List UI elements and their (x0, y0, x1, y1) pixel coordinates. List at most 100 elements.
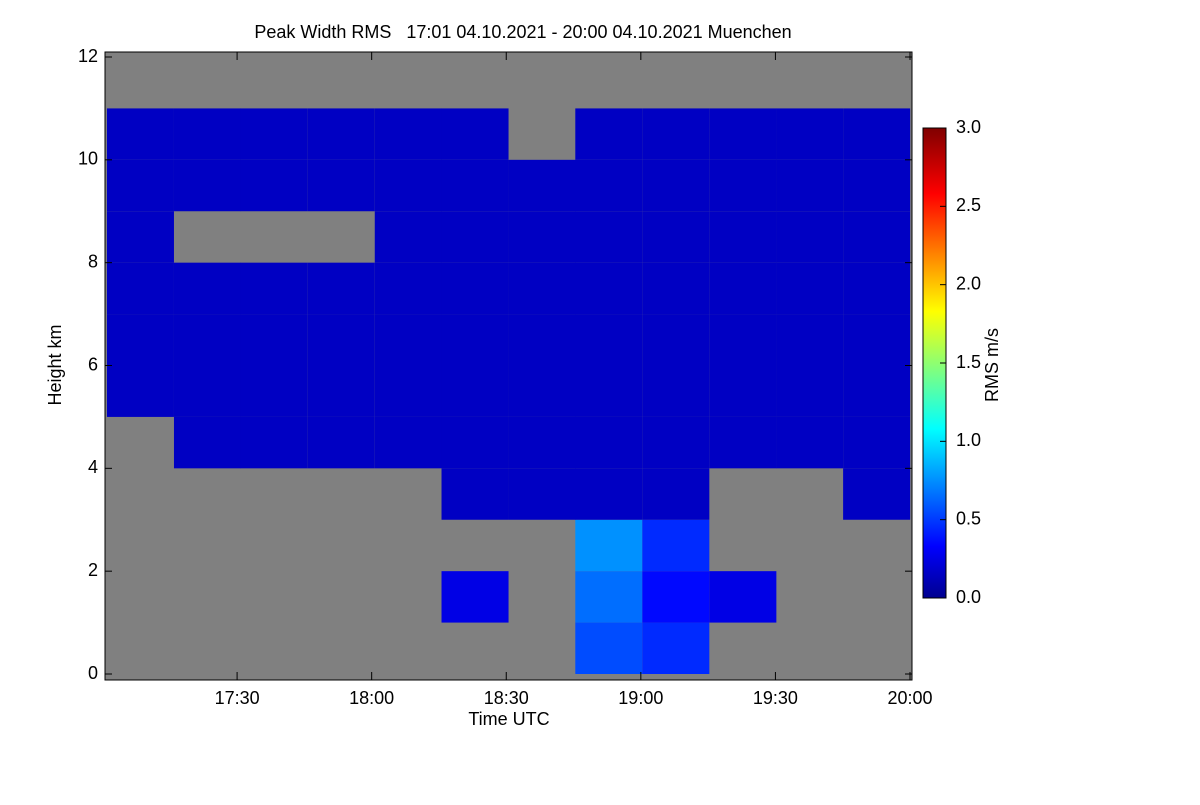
heatmap-cell (508, 314, 576, 366)
heatmap-cell (441, 416, 509, 469)
heatmap-cell (307, 365, 375, 417)
heatmap-cell (843, 108, 911, 160)
heatmap-cell (843, 159, 911, 212)
heatmap-cell (374, 108, 442, 160)
heatmap-cell (709, 416, 777, 469)
heatmap-cell (575, 416, 643, 469)
heatmap-cell (173, 262, 241, 315)
heatmap-cell (106, 159, 174, 212)
heatmap-cell (776, 108, 844, 160)
heatmap-cell (843, 314, 911, 366)
heatmap-cell (776, 416, 844, 469)
heatmap-cell (642, 159, 710, 212)
heatmap-cell (709, 314, 777, 366)
heatmap-cell (441, 262, 509, 315)
y-tick-label: 0 (88, 663, 98, 683)
heatmap-cell (709, 571, 777, 623)
heatmap-cell (642, 468, 710, 520)
heatmap-cell (240, 416, 308, 469)
x-tick-label: 19:00 (618, 688, 663, 708)
heatmap-cell (240, 262, 308, 315)
heatmap-cell (173, 314, 241, 366)
heatmap-cell (508, 416, 576, 469)
colorbar-tick-label: 3.0 (956, 117, 981, 137)
heatmap-cell (441, 108, 509, 160)
x-tick-label: 19:30 (753, 688, 798, 708)
heatmap-cell (843, 211, 911, 263)
heatmap-cell (776, 262, 844, 315)
y-tick-label: 8 (88, 251, 98, 271)
heatmap-cell (441, 211, 509, 263)
heatmap-cell (642, 211, 710, 263)
colorbar-tick-label: 1.0 (956, 430, 981, 450)
heatmap-cell (642, 416, 710, 469)
heatmap-cell (575, 365, 643, 417)
x-axis-label: Time UTC (468, 709, 549, 729)
x-tick-label: 20:00 (887, 688, 932, 708)
heatmap-cell (307, 262, 375, 315)
heatmap-cell (642, 365, 710, 417)
y-tick-label: 12 (78, 46, 98, 66)
heatmap-cell (106, 314, 174, 366)
heatmap-cell (508, 262, 576, 315)
heatmap-cell (106, 365, 174, 417)
heatmap-cell (374, 262, 442, 315)
heatmap-cell (374, 365, 442, 417)
heatmap-cell (441, 365, 509, 417)
heatmap-cell (441, 314, 509, 366)
colorbar-tick-label: 2.5 (956, 195, 981, 215)
heatmap-cell (240, 314, 308, 366)
heatmap-cell (709, 159, 777, 212)
heatmap-cell (508, 468, 576, 520)
x-tick-label: 18:30 (484, 688, 529, 708)
heatmap-cell (843, 365, 911, 417)
heatmap-cell (508, 211, 576, 263)
heatmap-cell (776, 314, 844, 366)
heatmap-cell (843, 416, 911, 469)
heatmap-cell (106, 262, 174, 315)
heatmap (106, 108, 911, 674)
heatmap-cell (441, 571, 509, 623)
heatmap-cell (173, 108, 241, 160)
heatmap-cell (173, 365, 241, 417)
y-tick-label: 10 (78, 149, 98, 169)
chart-title: Peak Width RMS 17:01 04.10.2021 - 20:00 … (254, 22, 791, 42)
heatmap-cell (173, 159, 241, 212)
heatmap-cell (307, 159, 375, 212)
heatmap-cell (575, 571, 643, 623)
heatmap-cell (508, 365, 576, 417)
heatmap-cell (575, 314, 643, 366)
heatmap-cell (575, 211, 643, 263)
heatmap-cell (307, 314, 375, 366)
colorbar-label: RMS m/s (982, 328, 1002, 402)
heatmap-cell (642, 262, 710, 315)
heatmap-cell (508, 159, 576, 212)
colorbar-tick-label: 0.5 (956, 508, 981, 528)
heatmap-cell (776, 159, 844, 212)
heatmap-cell (642, 571, 710, 623)
heatmap-cell (307, 108, 375, 160)
colorbar-tick-label: 1.5 (956, 352, 981, 372)
colorbar-tick-label: 0.0 (956, 587, 981, 607)
y-axis-label: Height km (45, 324, 65, 405)
x-tick-label: 18:00 (349, 688, 394, 708)
heatmap-cell (106, 211, 174, 263)
heatmap-cell (374, 314, 442, 366)
heatmap-cell (709, 262, 777, 315)
heatmap-cell (374, 159, 442, 212)
heatmap-cell (374, 211, 442, 263)
y-tick-label: 2 (88, 560, 98, 580)
heatmap-cell (106, 108, 174, 160)
heatmap-cell (642, 622, 710, 674)
heatmap-cell (173, 416, 241, 469)
heatmap-cell (709, 365, 777, 417)
heatmap-cell (776, 211, 844, 263)
heatmap-cell (776, 365, 844, 417)
heatmap-cell (441, 468, 509, 520)
heatmap-cell (575, 159, 643, 212)
heatmap-cell (843, 262, 911, 315)
heatmap-cell (575, 262, 643, 315)
heatmap-cell (642, 108, 710, 160)
